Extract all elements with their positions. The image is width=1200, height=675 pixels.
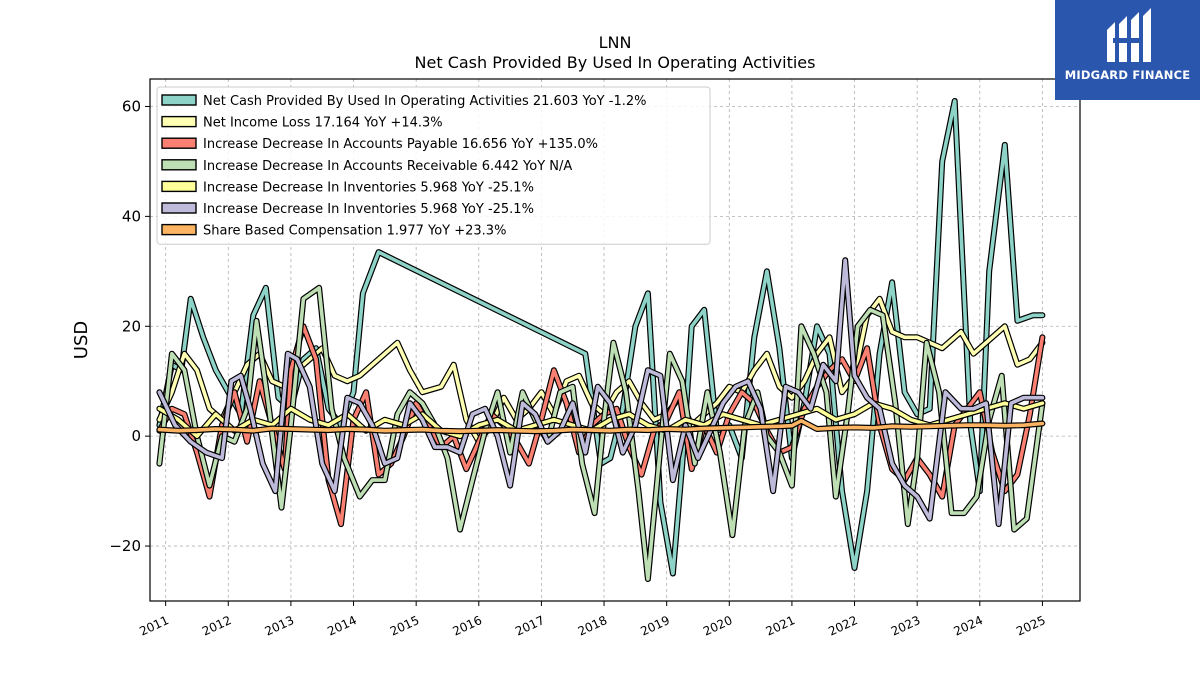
y-tick-label: 0	[131, 427, 141, 445]
x-tick-label: 2012	[200, 613, 234, 639]
chart-title: LNN	[599, 33, 632, 52]
brand-name: MIDGARD FINANCE	[1064, 68, 1191, 82]
legend-swatch	[161, 94, 197, 106]
x-tick-label: 2014	[325, 613, 359, 639]
series-3	[156, 284, 1046, 582]
legend-swatch	[161, 223, 197, 236]
legend-swatch	[161, 180, 197, 193]
legend-box	[156, 86, 711, 245]
series-0	[156, 98, 1046, 577]
x-axis: 2011 2012 2013 2014 2015 2016 2017 2018 2019 2020…	[137, 601, 1048, 639]
x-tick-label: 2011	[137, 613, 171, 639]
series-5	[156, 257, 1046, 528]
x-tick-label: 2019	[638, 613, 672, 639]
series-line	[157, 99, 1045, 576]
legend-label: Increase Decrease In Accounts Payable 16…	[203, 137, 598, 152]
legend-swatch	[161, 137, 197, 149]
series-line	[157, 401, 1045, 439]
series-layer	[156, 98, 1046, 582]
legend-label: Net Income Loss 17.164 YoY +14.3%	[203, 116, 443, 131]
chart-subtitle: Net Cash Provided By Used In Operating A…	[415, 53, 816, 72]
x-tick-label: 2018	[576, 613, 610, 639]
x-tick-label: 2024	[951, 613, 985, 639]
series-6	[156, 417, 1046, 435]
legend-label: Increase Decrease In Inventories 5.968 Y…	[203, 180, 534, 195]
x-tick-label: 2016	[450, 613, 484, 639]
legend-swatch	[161, 159, 197, 171]
legend-label: Increase Decrease In Accounts Receivable…	[203, 159, 572, 174]
x-tick-label: 2022	[826, 613, 860, 639]
x-tick-label: 2023	[889, 613, 923, 639]
legend-label: Increase Decrease In Inventories 5.968 Y…	[203, 202, 534, 217]
brand-mark-icon	[1107, 8, 1151, 62]
x-tick-label: 2017	[513, 613, 547, 639]
x-tick-label: 2015	[388, 613, 422, 639]
x-tick-label: 2013	[263, 613, 297, 639]
legend: Net Cash Provided By Used In Operating A…	[156, 86, 711, 245]
y-tick-label: 40	[122, 207, 141, 225]
series-line	[157, 258, 1045, 526]
x-tick-label: 2025	[1014, 613, 1048, 639]
series-4	[156, 400, 1046, 440]
x-tick-label: 2021	[764, 613, 798, 639]
plot-frame	[149, 78, 1081, 602]
brand-logo: MIDGARD FINANCE	[1055, 0, 1200, 100]
legend-label: Share Based Compensation 1.977 YoY +23.3…	[203, 224, 506, 239]
series-line	[157, 285, 1045, 581]
y-axis-label: USD	[71, 321, 92, 359]
legend-swatch	[161, 202, 197, 214]
y-tick-label: −20	[109, 537, 141, 555]
x-tick-label: 2020	[701, 613, 735, 639]
y-axis: −20 0 20 40 60	[109, 97, 150, 555]
y-tick-label: 60	[122, 97, 141, 115]
legend-label: Net Cash Provided By Used In Operating A…	[203, 94, 646, 109]
legend-swatch	[161, 115, 197, 128]
y-tick-label: 20	[122, 317, 141, 335]
series-line	[157, 418, 1045, 434]
